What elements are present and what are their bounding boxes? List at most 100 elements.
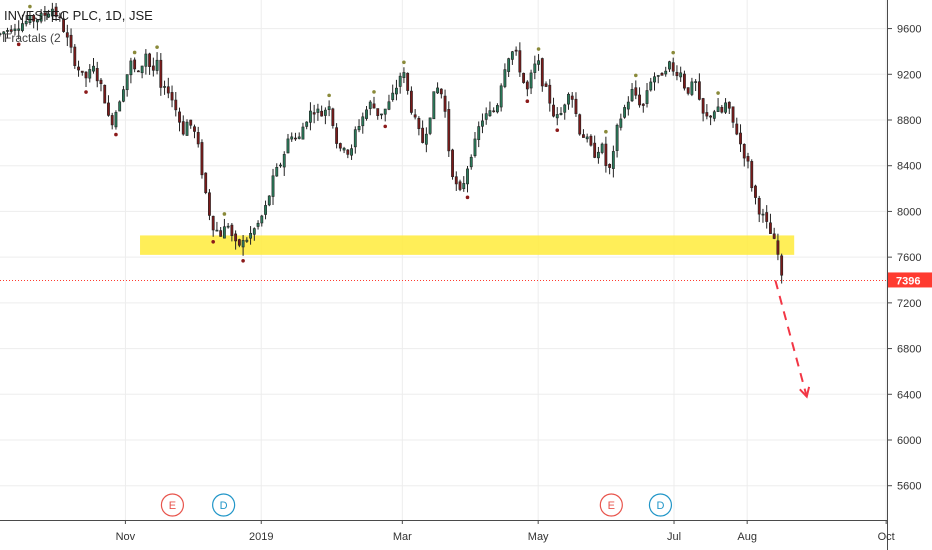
candle-body [24, 20, 28, 25]
candle-body [697, 81, 701, 100]
candle-body [555, 114, 559, 119]
price-axis[interactable]: 9600 9200 8800 8400 8000 7600 7200 6800 6400 6000… [888, 24, 921, 493]
candle-body [50, 8, 54, 17]
candle-body [582, 134, 585, 138]
dividend-event-marker[interactable]: D [212, 493, 236, 517]
candle-body [398, 75, 402, 87]
candle-body [615, 124, 619, 151]
candle-body [432, 91, 436, 120]
time-tick-label: Jul [667, 531, 681, 543]
time-axis[interactable]: Nov 2019 Mar May Jul Aug Oct [116, 520, 895, 543]
fractal-up-marker [536, 47, 541, 51]
fractal-down-marker [555, 128, 560, 133]
fractal-down-marker [383, 124, 388, 129]
candle-body [193, 126, 196, 132]
fractal-down-marker [16, 42, 21, 47]
candles [0, 2, 784, 284]
candle-body [245, 239, 249, 242]
candle-body [267, 195, 271, 206]
candle-body [58, 16, 62, 19]
candle-body [436, 87, 439, 94]
candle-body [365, 109, 368, 119]
candle-body [17, 28, 21, 31]
candle-body [215, 229, 219, 232]
candle-body [705, 112, 709, 117]
candle-body [200, 142, 204, 176]
candle-body [525, 81, 529, 90]
candle-body [323, 109, 327, 116]
candle-body [387, 101, 391, 110]
time-tick-label: Oct [878, 531, 895, 543]
candle-body [309, 110, 312, 123]
price-tick-label: 7600 [897, 252, 921, 264]
candle-body [716, 106, 720, 112]
candle-body [357, 126, 361, 131]
candle-body [439, 88, 443, 95]
candle-body [484, 113, 488, 120]
candle-body [13, 28, 17, 31]
candle-body [406, 72, 410, 91]
candle-body [9, 29, 13, 32]
fractal-up-marker [671, 50, 675, 55]
candle-body [391, 92, 395, 100]
candle-body [451, 149, 454, 178]
candle-body [103, 84, 107, 104]
candle-body [413, 114, 417, 118]
candle-body [80, 70, 84, 73]
candle-body [660, 72, 664, 76]
time-tick-label: May [528, 531, 549, 543]
candle-body [518, 50, 522, 73]
candle-body [608, 163, 612, 168]
candle-body [424, 133, 428, 145]
support-zone [140, 235, 795, 255]
earnings-event-marker[interactable]: E [160, 493, 185, 517]
candle-body [110, 115, 114, 126]
candle-body [2, 31, 6, 35]
last-price-badge: 7396 [888, 272, 932, 288]
candle-body [593, 142, 597, 158]
candle-body [353, 129, 357, 148]
candle-body [645, 90, 649, 104]
candle-body [443, 95, 447, 112]
candle-body [567, 93, 570, 105]
candle-body [492, 110, 496, 113]
candle-body [294, 137, 297, 140]
fractal-up-marker [155, 45, 159, 49]
fractal-down-marker [525, 99, 530, 104]
candle-body [544, 83, 548, 87]
candle-body [252, 228, 256, 235]
candle-body [626, 101, 630, 110]
candle-body [290, 136, 294, 140]
fractal-down-marker [84, 90, 88, 94]
candle-body [219, 230, 223, 237]
price-tick-label: 6000 [897, 435, 921, 447]
price-tick-label: 9600 [897, 24, 921, 36]
candle-body [428, 117, 432, 134]
candle-body [159, 59, 163, 88]
candle-body [712, 111, 716, 119]
fractal-up-marker [28, 4, 32, 9]
candle-body [297, 136, 301, 139]
candle-body [140, 65, 144, 74]
chart-title: INVESTEC PLC, 1D, JSE [4, 8, 153, 23]
candle-body [99, 79, 103, 85]
candle-body [249, 232, 252, 239]
earnings-event-marker[interactable]: E [599, 493, 623, 517]
candle-body [683, 73, 686, 89]
candle-body [301, 126, 305, 140]
candle-body [338, 143, 342, 149]
candle-body [196, 132, 200, 145]
time-tick-label: Aug [737, 531, 757, 543]
event-circle [212, 493, 236, 517]
candle-body [320, 110, 324, 117]
candle-body [776, 240, 780, 255]
candle-body [35, 19, 39, 23]
dividend-event-marker[interactable]: D [648, 493, 673, 517]
candle-body [118, 101, 122, 112]
fractal-down-marker [114, 132, 118, 137]
candle-body [529, 72, 533, 89]
candle-body [178, 111, 181, 123]
indicator-label[interactable]: Fractals (2 [4, 31, 61, 45]
